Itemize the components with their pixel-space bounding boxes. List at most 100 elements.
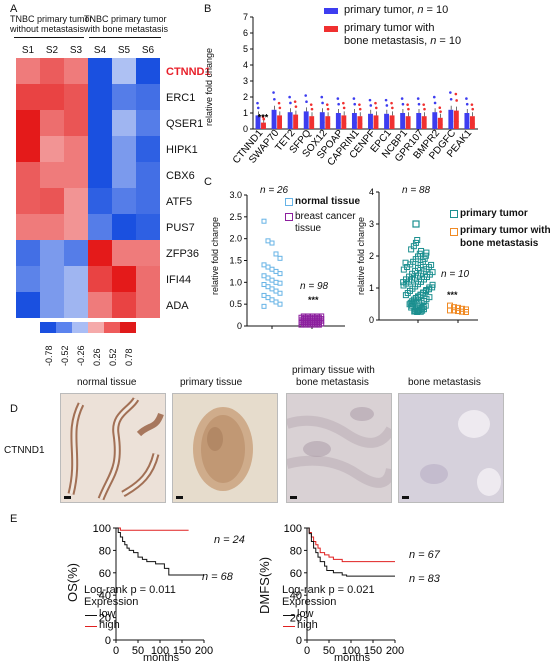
data-point bbox=[273, 97, 276, 101]
scale-swatch bbox=[40, 322, 56, 333]
y-tick-label: 4 bbox=[369, 187, 374, 197]
heatmap-cell bbox=[88, 162, 112, 188]
heatmap-cell bbox=[88, 188, 112, 214]
data-point-primary bbox=[400, 279, 407, 286]
gene-label: QSER1 bbox=[166, 118, 204, 130]
scale-swatch bbox=[88, 322, 104, 333]
ihc-primary-with-metastasis bbox=[286, 393, 392, 503]
data-point bbox=[391, 106, 394, 110]
data-point bbox=[293, 100, 297, 103]
bar bbox=[309, 116, 315, 129]
bar bbox=[432, 112, 438, 129]
heatmap-cell bbox=[16, 110, 40, 136]
sample-label: S3 bbox=[69, 45, 83, 56]
data-point bbox=[390, 101, 393, 105]
dmfs-y-tick-label: 100 bbox=[284, 523, 302, 535]
bar bbox=[400, 113, 406, 129]
heatmap-cell bbox=[40, 240, 64, 266]
gene-label: ATF5 bbox=[166, 196, 193, 208]
os-y-tick-label: 0 bbox=[105, 635, 111, 647]
data-point-primary bbox=[414, 309, 421, 315]
heatmap-cell bbox=[136, 292, 160, 318]
data-point-normal bbox=[277, 271, 283, 277]
heatmap-cell bbox=[112, 292, 136, 318]
dmfs-x-tick-label: 200 bbox=[386, 645, 404, 657]
os-y-tick-label: 80 bbox=[99, 545, 111, 557]
group1-title-line2: without metastasis bbox=[10, 24, 85, 34]
bar bbox=[319, 112, 325, 129]
data-point bbox=[375, 122, 379, 125]
data-point-metastasis bbox=[451, 307, 457, 314]
os-n-high: n = 24 bbox=[214, 534, 245, 546]
heatmap-cell bbox=[64, 214, 88, 240]
c1-legend-normal: normal tissue bbox=[295, 196, 361, 207]
sample-label: S1 bbox=[21, 45, 35, 56]
bar bbox=[368, 113, 373, 129]
c1-legend-cancer-swatch bbox=[285, 213, 293, 221]
y-tick-label: 2.0 bbox=[229, 234, 242, 244]
os-y-tick-label: 40 bbox=[99, 590, 111, 602]
bar bbox=[357, 116, 363, 129]
data-point bbox=[342, 106, 346, 110]
data-point-cancer bbox=[300, 313, 306, 319]
dmfs-y-tick-label: 0 bbox=[296, 635, 302, 647]
os-x-tick-label: 150 bbox=[173, 645, 191, 657]
heatmap-cell bbox=[136, 84, 160, 110]
heatmap-cell bbox=[112, 188, 136, 214]
data-point bbox=[407, 122, 411, 126]
data-point bbox=[422, 103, 426, 106]
data-point bbox=[256, 106, 260, 110]
data-point bbox=[401, 102, 405, 106]
scale-bar bbox=[402, 496, 409, 499]
c2-legend-primary: primary tumor bbox=[460, 208, 528, 219]
gene-label: ADA bbox=[166, 300, 189, 312]
data-point bbox=[449, 97, 453, 101]
data-point bbox=[417, 102, 421, 106]
data-point bbox=[294, 105, 298, 108]
heatmap-cell bbox=[40, 84, 64, 110]
heatmap-cell bbox=[40, 188, 64, 214]
data-point bbox=[470, 103, 474, 106]
group1-title-line1: TNBC primary tumor bbox=[10, 14, 93, 24]
data-point-normal bbox=[277, 301, 283, 307]
y-tick-label: 0.5 bbox=[229, 299, 242, 309]
data-point-primary bbox=[400, 282, 407, 289]
data-point bbox=[407, 107, 410, 111]
data-point bbox=[359, 122, 363, 126]
os-curve-low bbox=[116, 527, 204, 576]
heatmap-cell bbox=[88, 136, 112, 162]
y-tick-label: 0 bbox=[369, 315, 374, 325]
dmfs-n-low: n = 83 bbox=[409, 573, 440, 585]
panel-letter-b: B bbox=[204, 3, 212, 15]
data-point-metastasis bbox=[455, 308, 461, 315]
y-tick-label: 1.0 bbox=[229, 277, 242, 287]
data-point bbox=[391, 122, 395, 125]
data-point bbox=[472, 122, 475, 126]
y-tick-label: 4 bbox=[243, 60, 248, 70]
gene-label: ZFP36 bbox=[166, 248, 200, 260]
data-point bbox=[262, 117, 266, 121]
heatmap-cell bbox=[112, 266, 136, 292]
data-point-metastasis bbox=[463, 309, 469, 315]
data-point bbox=[369, 104, 373, 107]
heatmap-cell bbox=[16, 136, 40, 162]
heatmap-cell bbox=[112, 214, 136, 240]
gene-label: HIPK1 bbox=[166, 144, 198, 156]
panel-letter-d: D bbox=[10, 403, 18, 415]
data-point-metastasis bbox=[447, 307, 453, 314]
sample-label: S4 bbox=[93, 45, 107, 56]
data-point bbox=[465, 102, 469, 106]
data-point bbox=[455, 99, 458, 102]
data-point bbox=[310, 107, 314, 111]
os-n-low: n = 68 bbox=[202, 571, 233, 583]
heatmap-cell bbox=[40, 110, 64, 136]
group2-bracket bbox=[89, 37, 161, 38]
data-point bbox=[306, 120, 309, 124]
dmfs-n-high: n = 67 bbox=[409, 549, 440, 561]
scale-swatch bbox=[56, 322, 72, 333]
heatmap-color-scale bbox=[40, 322, 136, 333]
heatmap-cell bbox=[88, 58, 112, 84]
data-point bbox=[327, 122, 331, 126]
